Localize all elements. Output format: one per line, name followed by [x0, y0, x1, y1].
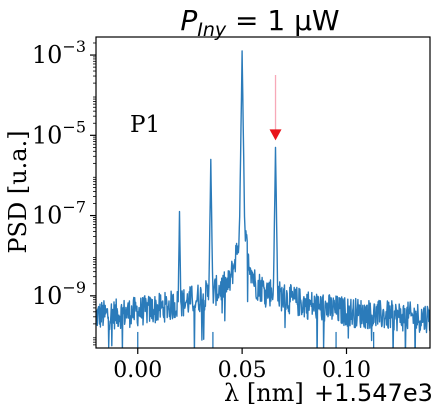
y-tick-label-0: 10−3: [32, 37, 86, 69]
title-main: P: [180, 4, 197, 37]
y-tick-label-2: 10−7: [32, 198, 86, 230]
title-subscript: Iny: [197, 19, 227, 41]
x-axis-offset-label: +1.547e3: [314, 379, 433, 407]
x-tick-label-1: 0.05: [218, 358, 267, 383]
title-rest: = 1 μW: [226, 4, 339, 37]
axes-frame: [95, 36, 431, 349]
x-tick-label-2: 0.10: [322, 358, 371, 383]
annotation-p1: P1: [130, 112, 160, 138]
x-axis: 0.00 0.05 0.10: [113, 348, 371, 383]
psd-series-line: [96, 50, 430, 348]
y-axis-label: PSD [u.a.]: [4, 130, 32, 253]
y-tick-label-3: 10−9: [32, 278, 86, 310]
marker-arrowhead: [269, 129, 282, 141]
y-tick-label-1: 10−5: [32, 117, 86, 149]
y-axis: 10−3 10−5 10−7 10−9: [32, 37, 96, 346]
plot-area: [96, 50, 430, 348]
x-tick-label-0: 0.00: [113, 358, 162, 383]
x-axis-label: λ [nm]: [224, 379, 304, 407]
chart-title: PIny = 1 μW: [180, 4, 339, 41]
svg-text:PIny = 1 μW: PIny = 1 μW: [180, 4, 339, 41]
